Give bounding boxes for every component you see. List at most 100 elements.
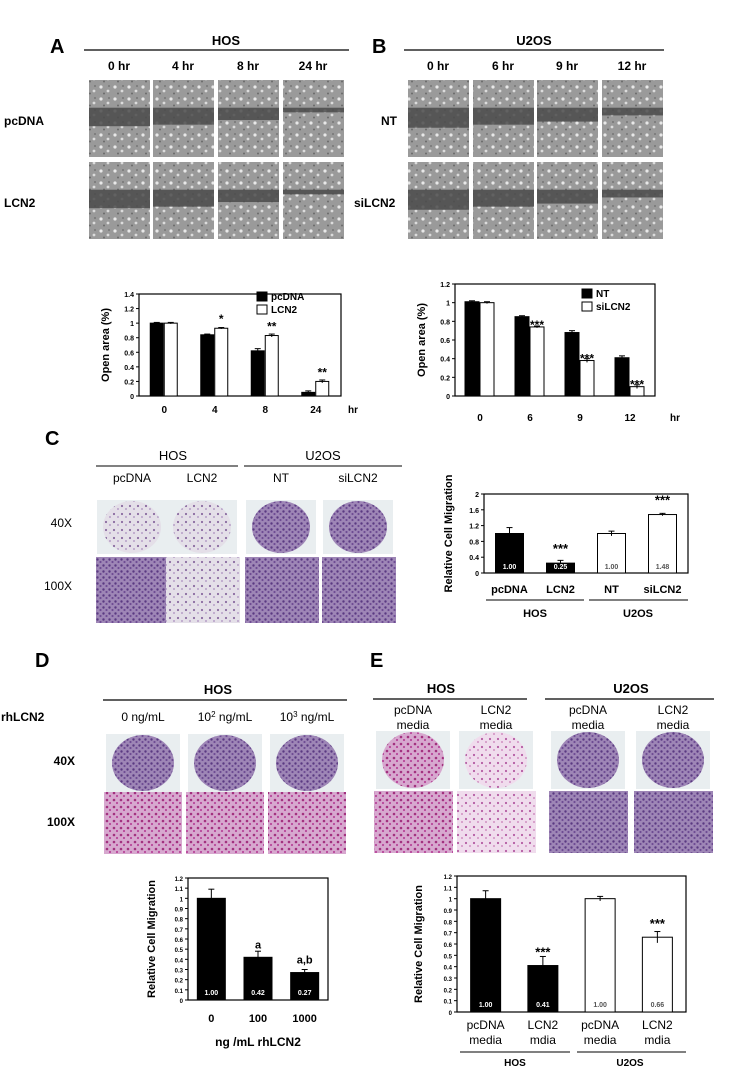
panel-a-significance: ** (267, 320, 277, 334)
panel-e-x-tick-label: media (584, 1033, 617, 1047)
y-tick-label: 0.2 (440, 375, 450, 382)
panel-d-row-label: rhLCN2 (1, 710, 45, 724)
panel-c-x-group-label: HOS (523, 608, 547, 620)
panel-c-dish-40x-dish (103, 501, 161, 553)
panel-d-image-100x-image (268, 792, 346, 854)
y-tick-label: 0.3 (175, 969, 184, 975)
panel-d-title: HOS (204, 682, 233, 697)
panel-a-scratch-image-wound-gap (218, 189, 279, 203)
panel-d-image-100x (268, 792, 346, 854)
panel-c-image-100x (245, 557, 319, 623)
panel-e-significance: *** (650, 916, 666, 931)
panel-a-x-unit: hr (348, 405, 358, 416)
panel-b-bar (564, 332, 580, 397)
panel-a-scratch-image-wound-gap (153, 189, 214, 207)
panel-a-scratch-image (153, 80, 214, 157)
panel-c-magnification: 100X (44, 579, 72, 593)
y-tick-label: 1.1 (444, 886, 453, 892)
panel-a-significance: * (219, 312, 224, 326)
panel-d-concentration: 103 ng/mL (280, 710, 335, 725)
y-tick-label: 0.1 (175, 989, 184, 995)
panel-e-dish-40x-dish (642, 732, 704, 788)
panel-e-column-label: pcDNA (569, 703, 607, 717)
panel-b-scratch-image (473, 162, 534, 239)
panel-b-scratch-image-wound-gap (602, 189, 663, 198)
panel-c-dish-40x (323, 500, 393, 554)
y-tick-label: 0.1 (444, 1000, 453, 1006)
panel-b-scratch-image (537, 162, 598, 239)
panel-e-image-100x (457, 791, 536, 853)
panel-b-x-tick-label: 6 (527, 413, 533, 424)
panel-b-scratch-image-wound-gap (537, 189, 598, 204)
panel-b-scratch-image-image (602, 80, 663, 157)
panel-b-scratch-image (602, 162, 663, 239)
panel-a-row-label: pcDNA (4, 114, 44, 128)
y-axis-label: Relative Cell Migration (146, 880, 158, 998)
panel-b-scratch-image (408, 162, 469, 239)
panel-c-significance: *** (553, 541, 569, 556)
panel-b-x-unit: hr (670, 413, 680, 424)
y-tick-label: 0.7 (175, 928, 184, 934)
y-tick-label: 0.8 (444, 920, 453, 926)
panel-b-timepoint: 6 hr (492, 59, 514, 73)
panel-d-image-100x (104, 792, 182, 854)
y-axis-label: Relative Cell Migration (443, 474, 455, 592)
panel-a-bar (250, 350, 265, 397)
panel-b-significance: *** (580, 352, 594, 366)
panel-a-scratch-image-wound-gap (283, 189, 344, 195)
y-tick-label: 0.5 (175, 948, 184, 954)
panel-e-x-tick-label: mdia (530, 1033, 556, 1047)
y-tick-label: 0.4 (175, 958, 184, 964)
panel-b-scratch-image (537, 80, 598, 157)
panel-e-x-tick-label: pcDNA (467, 1018, 505, 1032)
y-axis-label: Open area (%) (416, 303, 428, 377)
y-tick-label: 1.2 (440, 282, 450, 289)
panel-c-value-label: 0.25 (554, 564, 568, 571)
panel-b-timepoint: 12 hr (618, 59, 647, 73)
panel-b-significance: *** (630, 378, 644, 392)
panel-e-image-100x-image (634, 791, 713, 853)
y-tick-label: 1.4 (124, 292, 134, 299)
panel-e-dish-40x (551, 731, 625, 789)
y-tick-label: 0.4 (124, 365, 134, 372)
panel-d-magnification: 100X (47, 815, 75, 829)
panel-e-image-100x (634, 791, 713, 853)
panel-e-dish-40x (376, 731, 450, 789)
panel-c-value-label: 1.48 (656, 564, 670, 571)
panel-e-column-label: LCN2 (481, 703, 512, 717)
y-tick-label: 1.2 (124, 307, 134, 314)
panel-e-group-label: U2OS (613, 681, 649, 696)
panel-e-bar (470, 898, 502, 1013)
panel-b-bar (479, 302, 495, 397)
panel-a-scratch-image-wound-gap (153, 107, 214, 125)
panel-a-legend-swatch (256, 304, 268, 315)
panel-a-row-label: LCN2 (4, 196, 36, 210)
y-tick-label: 1.1 (175, 887, 184, 893)
y-tick-label: 0.8 (124, 336, 134, 343)
panel-d-dish-40x-dish (112, 735, 174, 791)
panel-a-title: HOS (212, 33, 241, 48)
panel-b-legend-swatch (581, 301, 593, 312)
panel-e-bar (584, 898, 616, 1013)
panel-e-value-label: 1.00 (479, 1002, 493, 1009)
panel-b-bar (464, 301, 480, 397)
panel-c-x-group-label: U2OS (623, 608, 653, 620)
panel-a-timepoint: 0 hr (108, 59, 130, 73)
panel-a-significance: ** (318, 365, 328, 379)
y-tick-label: 1 (449, 898, 453, 904)
panel-a-bar (214, 327, 229, 397)
panel-a-scratch-image-image (283, 162, 344, 239)
panel-b-scratch-image-wound-gap (473, 189, 534, 207)
panel-b-bar (514, 316, 530, 397)
panel-d-x-axis-label: ng /mL rhLCN2 (215, 1035, 301, 1049)
y-tick-label: 0.9 (175, 908, 184, 914)
panel-d-image-100x (186, 792, 264, 854)
panel-d-dish-40x (188, 734, 262, 792)
panel-b-bar (614, 357, 630, 397)
y-tick-label: 0 (180, 999, 184, 1005)
panel-a-bar (149, 322, 164, 397)
panel-b-significance: *** (530, 318, 544, 332)
panel-b-scratch-image-wound-gap (473, 107, 534, 125)
y-axis-label: Open area (%) (100, 308, 112, 382)
y-tick-label: 0.8 (175, 918, 184, 924)
